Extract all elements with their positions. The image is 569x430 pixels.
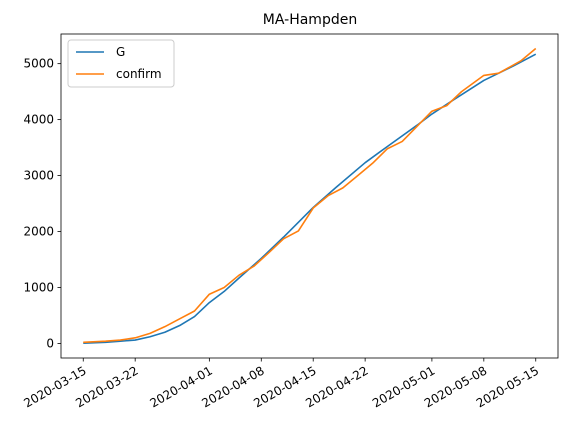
legend-label-confirm: confirm [116, 67, 162, 81]
y-tick-label: 5000 [23, 57, 54, 71]
y-tick-label: 3000 [23, 169, 54, 183]
legend-label-g: G [116, 45, 125, 59]
series-layer [83, 47, 537, 344]
plot-area [60, 33, 559, 359]
y-tick-label: 1000 [23, 280, 54, 294]
series-line-confirm [83, 47, 537, 344]
series-line-g [83, 53, 537, 344]
chart-title: MA-Hampden [263, 12, 357, 28]
y-tick-label: 2000 [23, 225, 54, 239]
y-axis: 0 1000 2000 3000 4000 5000 [23, 57, 61, 350]
y-tick-label: 4000 [23, 113, 54, 127]
legend: G confirm [67, 39, 175, 88]
y-tick-label: 0 [46, 336, 54, 350]
